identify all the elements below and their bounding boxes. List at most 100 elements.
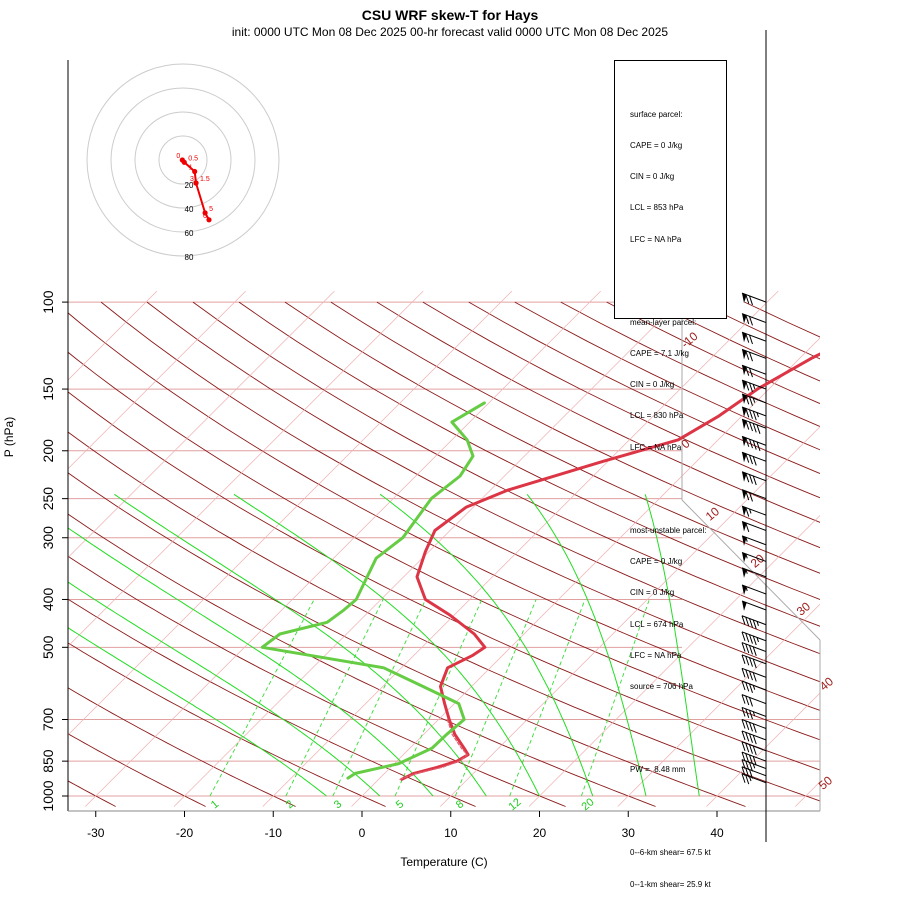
wind-barb-flag <box>745 420 750 430</box>
wind-barb-flag <box>752 410 757 421</box>
mixing-ratio-label: 3 <box>332 798 344 811</box>
wind-barb-half-flag <box>752 763 756 769</box>
wind-barb-flag <box>741 615 746 625</box>
wind-barb-half-flag <box>756 637 759 643</box>
dry-adiabat-line <box>192 301 820 627</box>
info-line: 0--1-km shear= 25.9 kt <box>630 879 711 889</box>
info-line: LCL = 853 hPa <box>630 203 684 213</box>
mixing-ratio-line <box>509 599 586 797</box>
wind-barb-pennant <box>742 380 747 391</box>
isotherm-line <box>528 515 820 807</box>
chart-title: CSU WRF skew-T for Hays <box>361 7 539 23</box>
wind-barb-flag <box>741 654 746 664</box>
wind-barb-flag <box>745 522 750 533</box>
moist-adiabat-line <box>114 493 487 797</box>
wind-barb <box>741 654 767 669</box>
wind-barb-flag <box>745 708 750 718</box>
isotherm-line <box>68 290 335 558</box>
y-tick-label: 100 <box>40 290 56 314</box>
wind-barb <box>741 364 767 378</box>
wind-barb-pennant <box>742 406 747 417</box>
temperature-profile-line <box>400 352 820 781</box>
info-line: LCL = 674 hPa <box>630 619 684 629</box>
most-unstable-parcel-block: most-unstable parcel: CAPE = 0 J/kg CIN … <box>630 505 726 713</box>
moist-adiabat-line <box>526 493 647 797</box>
dry-adiabat-line <box>100 301 820 683</box>
dry-adiabat-line <box>68 642 386 807</box>
wind-barb <box>741 694 767 707</box>
wind-barb-flag <box>756 441 761 452</box>
wind-barb-flag <box>749 683 753 693</box>
wind-barb-flag <box>745 753 750 763</box>
wind-barb-flag <box>745 669 750 679</box>
info-line: LFC = NA hPa <box>630 650 682 660</box>
wind-barb-half-flag <box>745 586 748 592</box>
wind-barb-pennant <box>742 489 747 500</box>
wind-barb-pennant <box>742 521 747 532</box>
wind-barb-flag <box>745 408 750 418</box>
y-tick-label: 300 <box>40 526 56 550</box>
info-line: most-unstable parcel: <box>630 525 707 535</box>
wind-barb-flag <box>749 744 753 754</box>
wind-barb-pennant <box>742 471 747 482</box>
dry-adiabat-line <box>68 733 206 807</box>
wind-barb-flag <box>749 710 753 720</box>
wind-barb-flag <box>741 631 746 641</box>
isotherm-line <box>85 290 601 807</box>
info-line: mean-layer parcel: <box>630 317 697 327</box>
wind-barb-flag <box>749 657 753 667</box>
isotherm-line <box>706 692 820 807</box>
moist-adiabat-line <box>233 493 540 797</box>
parcel-profile-line <box>399 718 468 780</box>
wind-barb-flag <box>752 635 757 646</box>
wind-barb-flag <box>756 424 761 434</box>
hodograph-point <box>206 217 212 223</box>
wind-barb-flag <box>752 658 757 669</box>
wind-barb-half-flag <box>745 553 748 559</box>
wind-barb <box>741 706 767 720</box>
wind-barb-flag <box>749 409 753 419</box>
wind-barb-flag <box>741 730 746 741</box>
wind-barb-flag <box>741 759 746 769</box>
wind-barb <box>741 331 767 345</box>
wind-barb-flag <box>745 732 750 742</box>
wind-barb-flag <box>745 743 750 753</box>
wind-barb <box>741 759 767 772</box>
x-axis-label: Temperature (C) <box>400 855 488 869</box>
hodograph-point-label: 1.5 <box>200 176 210 183</box>
isotherm-line <box>68 290 158 381</box>
dry-adiabat-line <box>68 513 656 807</box>
dry-adiabat-line <box>284 301 820 574</box>
info-line: CAPE = 0 J/kg <box>630 557 683 567</box>
y-tick-label: 500 <box>40 635 56 659</box>
wind-barb-flag <box>745 616 750 627</box>
info-line: LFC = NA hPa <box>630 442 682 452</box>
wind-barb <box>741 773 767 785</box>
wind-barb-flag <box>749 733 753 743</box>
wind-barb-flag <box>745 473 750 483</box>
wind-barb-flag <box>745 381 750 391</box>
wind-barb-flag <box>745 643 750 654</box>
info-line: surface parcel: <box>630 109 683 119</box>
wind-barb <box>741 379 767 393</box>
dry-adiabat-line <box>68 472 746 807</box>
info-line: LCL = 830 hPa <box>630 411 684 421</box>
wind-barb-flag <box>745 294 750 304</box>
wind-barb <box>741 535 767 546</box>
wind-barb-pennant <box>742 600 747 611</box>
wind-barb-flag <box>749 352 753 362</box>
wind-barb <box>741 600 767 611</box>
wind-barb-flag <box>752 423 757 433</box>
isotherm-label: 50 <box>816 773 835 793</box>
wind-barb <box>741 313 767 326</box>
dry-adiabat-line <box>330 301 820 549</box>
hodograph-point <box>192 168 198 175</box>
wind-barb-flag <box>745 453 750 463</box>
wind-barb-flag <box>749 438 753 449</box>
dewpoint-profile-line <box>260 401 486 780</box>
wind-barb <box>741 451 767 466</box>
x-tick-label: 20 <box>533 826 547 840</box>
x-tick-label: 40 <box>710 826 724 840</box>
wind-barb-flag <box>749 762 753 772</box>
isotherm-line <box>617 603 820 807</box>
